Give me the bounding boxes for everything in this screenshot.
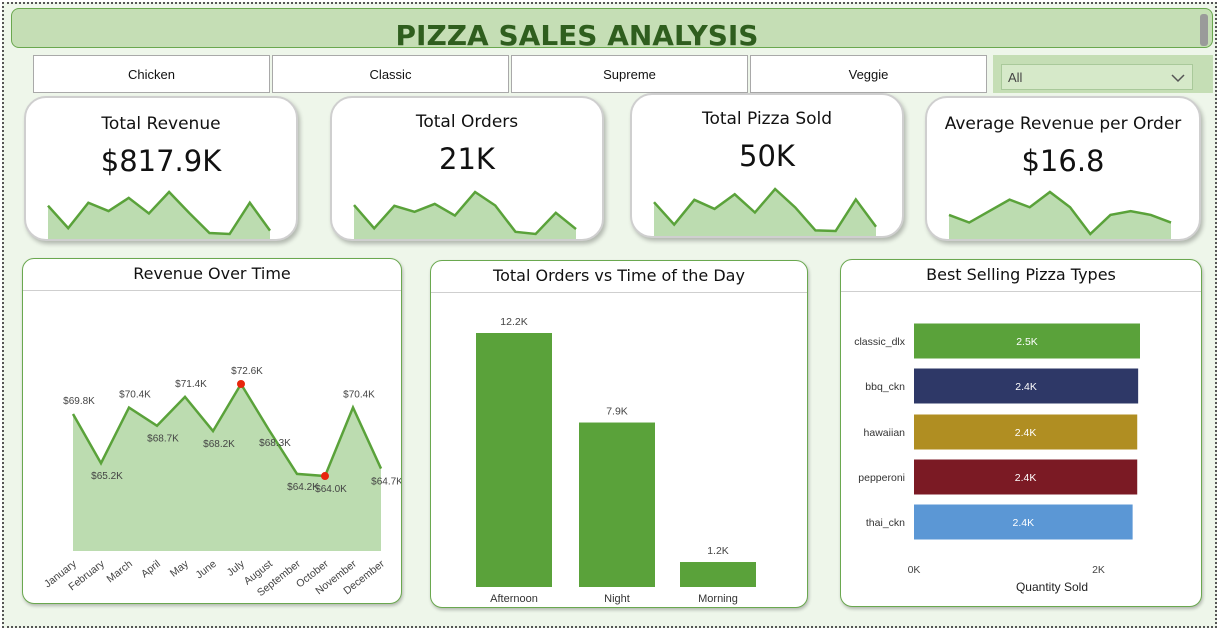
data-label: $70.4K <box>343 390 375 401</box>
kpi-title: Total Orders <box>415 112 519 132</box>
data-label: 2.4K <box>1013 517 1035 529</box>
data-label: $69.8K <box>63 396 95 407</box>
x-tick-label: March <box>104 558 135 586</box>
bar <box>579 422 655 587</box>
best-selling-pizza-card: Best Selling Pizza Types 2.5K classic_dlx… <box>840 259 1202 607</box>
x-tick-label: Afternoon <box>490 593 538 605</box>
bar <box>680 562 756 587</box>
kpi-title: Total Revenue <box>101 114 221 134</box>
filter-button-veggie[interactable]: Veggie <box>750 55 987 93</box>
bar <box>914 323 1140 359</box>
sparkline-area <box>354 192 576 239</box>
bar <box>914 504 1133 540</box>
x-tick-label: Morning <box>698 593 738 605</box>
best-selling-pizza-chart: 2.5K classic_dlx 2.4K bbq_ckn 2.4K hawaiian 2.… <box>854 323 1140 594</box>
highlight-point <box>237 379 245 388</box>
y-tick-label: thai_ckn <box>866 517 905 529</box>
kpi-sparkline <box>948 190 1172 239</box>
filter-button-chicken[interactable]: Chicken <box>33 55 270 93</box>
kpi-card-average-revenue-per-order: Average Revenue per Order $16.8 <box>925 96 1201 241</box>
category-dropdown[interactable]: All <box>1001 64 1193 90</box>
sparkline-area <box>654 189 876 236</box>
data-label: 2.4K <box>1015 472 1037 484</box>
bar <box>914 414 1138 450</box>
page-title: PIZZA SALES ANALYSIS <box>395 19 759 49</box>
title-bar: PIZZA SALES ANALYSIS <box>11 8 1213 49</box>
kpi-title: Average Revenue per Order <box>944 114 1182 134</box>
chart-title: Total Orders vs Time of the Day <box>431 261 807 293</box>
data-label: $70.4K <box>119 390 151 401</box>
data-label: $68.7K <box>147 434 179 445</box>
data-label: 2.5K <box>1016 336 1038 348</box>
x-tick-label: April <box>139 558 163 580</box>
sparkline-line <box>353 190 577 236</box>
x-tick-label: May <box>168 557 192 579</box>
x-tick-label: Night <box>604 593 630 605</box>
kpi-card-total-pizza-sold: Total Pizza Sold 50K <box>630 93 904 238</box>
bar <box>476 333 552 587</box>
revenue-line <box>71 381 383 478</box>
data-label: 2.4K <box>1015 381 1037 393</box>
scroll-handle[interactable] <box>1200 14 1208 46</box>
kpi-card-total-orders: Total Orders 21K <box>330 96 604 241</box>
data-label: 1.2K <box>707 545 729 557</box>
data-label: $68.3K <box>259 438 291 449</box>
kpi-sparkline <box>653 187 878 236</box>
dropdown-value: All <box>1008 70 1023 85</box>
x-tick-label: June <box>194 558 219 582</box>
orders-time-of-day-card: Total Orders vs Time of the Day 12.2K Aft… <box>430 260 808 608</box>
chevron-down-icon <box>1170 65 1186 100</box>
data-label: 12.2K <box>500 316 527 328</box>
sparkline-line <box>47 190 272 236</box>
filter-button-classic[interactable]: Classic <box>272 55 509 93</box>
x-axis-label: Quantity Sold <box>1016 580 1088 594</box>
kpi-card-total-revenue: Total Revenue $817.9K <box>24 96 298 241</box>
data-label: 2.4K <box>1015 427 1037 439</box>
x-tick-label: 2K <box>1092 564 1105 576</box>
category-dropdown-panel: All <box>993 55 1213 93</box>
filter-button-supreme[interactable]: Supreme <box>511 55 748 93</box>
data-label: $71.4K <box>175 379 207 390</box>
y-tick-label: pepperoni <box>858 472 905 484</box>
kpi-sparkline <box>353 190 577 239</box>
data-label: $68.2K <box>203 439 235 450</box>
data-label: $65.2K <box>91 471 123 482</box>
data-label: $72.6K <box>231 366 263 377</box>
sparkline-line <box>948 190 1172 236</box>
data-label: $64.7K <box>371 477 402 488</box>
data-label: 7.9K <box>606 406 628 418</box>
data-label: $64.0K <box>315 484 347 495</box>
x-tick-label: 0K <box>908 564 921 576</box>
kpi-value: $817.9K <box>100 144 222 178</box>
area-fill <box>73 383 381 551</box>
bar <box>914 368 1139 404</box>
revenue-over-time-chart: $69.8KJanuary$65.2KFebruary$70.4KMarch$6… <box>42 366 402 599</box>
revenue-over-time-card: Revenue Over Time $69.8K January $65.2K Feb… <box>22 258 402 604</box>
data-label: $64.2K <box>287 482 319 493</box>
kpi-value: $16.8 <box>1021 144 1105 178</box>
highlight-point <box>321 472 329 481</box>
chart-title: Revenue Over Time <box>23 259 401 291</box>
kpi-value: 50K <box>739 139 795 173</box>
sparkline-line <box>653 187 878 233</box>
kpi-value: 21K <box>439 142 495 176</box>
y-tick-label: classic_dlx <box>854 336 906 348</box>
kpi-sparkline <box>47 190 272 239</box>
chart-title: Best Selling Pizza Types <box>841 260 1201 292</box>
orders-time-of-day-chart: 12.2K Afternoon 7.9K Night 1.2K Morning <box>476 316 756 605</box>
y-tick-label: hawaiian <box>864 427 906 439</box>
sparkline-area <box>48 192 270 239</box>
kpi-title: Total Pizza Sold <box>701 109 833 129</box>
y-tick-label: bbq_ckn <box>865 381 905 393</box>
bar <box>914 459 1138 495</box>
